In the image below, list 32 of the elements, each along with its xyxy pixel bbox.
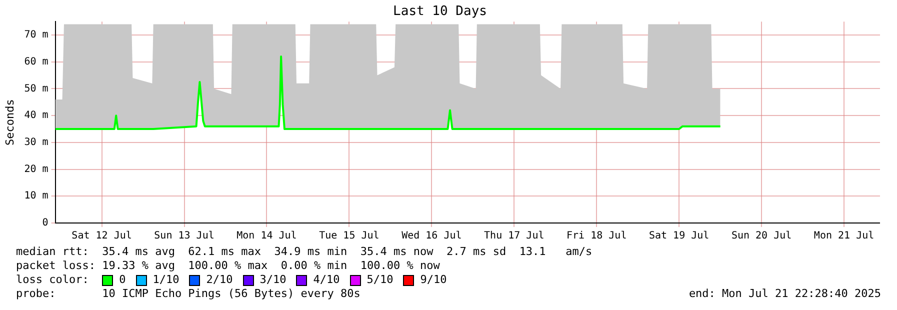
legend-label: 3/10: [260, 273, 286, 287]
y-tick-label: 40 m: [24, 110, 48, 122]
x-tick-label: Sat 12 Jul: [72, 230, 132, 242]
chart-title: Last 10 Days: [393, 4, 487, 20]
y-tick-label: 70 m: [24, 30, 48, 41]
x-tick-label: Sat 19 Jul: [648, 230, 710, 242]
legend-label: 4/10: [313, 273, 340, 287]
y-tick-label: 30 m: [24, 137, 48, 148]
y-axis-title: Seconds: [3, 99, 16, 146]
text: packet loss: 19.33 % avg 100.00 % max 0.00 % min 100.00 % now: [16, 259, 441, 273]
legend-label: 9/10: [420, 273, 447, 287]
x-tick-label: Mon 21 Jul: [814, 230, 874, 242]
y-tick-label: 50 m: [24, 83, 48, 94]
x-tick-label: Thu 17 Jul: [484, 230, 544, 242]
legend-label: 5/10: [366, 273, 394, 287]
y-tick-label: 10 m: [24, 190, 48, 202]
x-tick-label: Wed 16 Jul: [402, 230, 462, 242]
text: end: Mon Jul 21 22:28:40 2025: [688, 287, 881, 301]
x-tick-label: Sun 13 Jul: [154, 230, 214, 242]
x-tick-label: Fri 18 Jul: [566, 230, 627, 242]
legend-label: 1/10: [152, 273, 180, 287]
y-tick-label: 20 m: [24, 164, 48, 175]
y-tick-label: 60 m: [24, 56, 48, 68]
legend-label: 0: [119, 273, 126, 287]
text: median rtt: 35.4 ms avg 62.1 ms max 34.9 ms min 35.4 ms now 2.7 ms sd 13.1 am/s: [16, 245, 594, 259]
legend-label: 2/10: [206, 273, 233, 287]
legend-title: loss color:: [16, 273, 90, 287]
y-tick-label: 0: [42, 218, 48, 229]
x-tick-label: Sun 20 Jul: [731, 230, 792, 242]
x-tick-label: Tue 15 Jul: [319, 230, 380, 242]
text: probe: 10 ICMP Echo Pings (56 Bytes) every 80s: [16, 287, 360, 301]
x-tick-label: Mon 14 Jul: [236, 230, 297, 242]
